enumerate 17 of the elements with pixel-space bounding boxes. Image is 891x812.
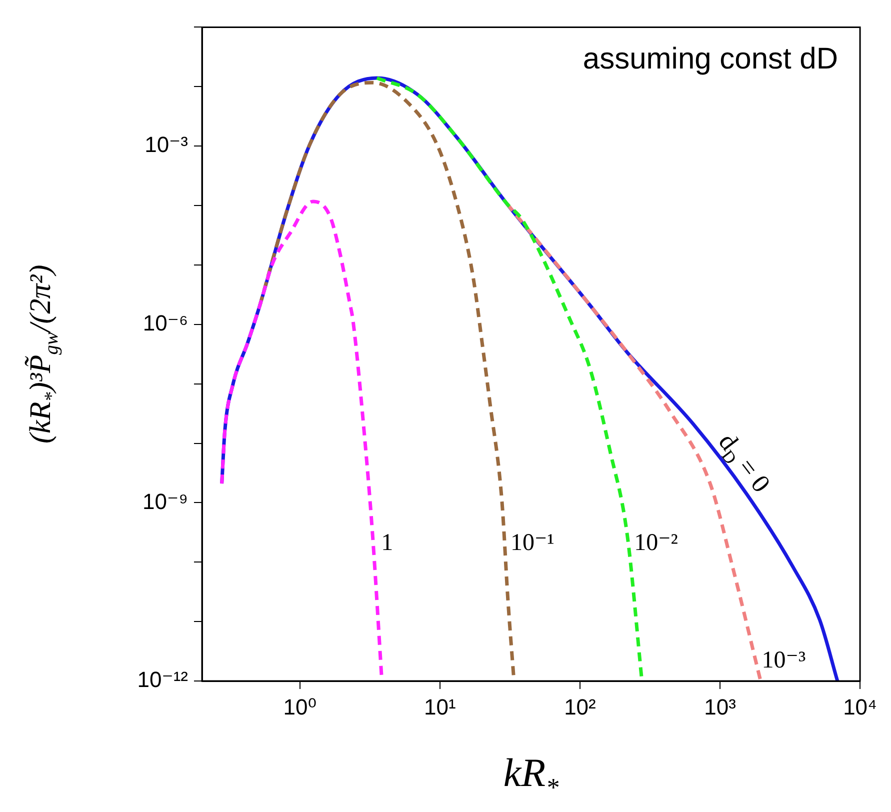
y-tick-label: 10⁻³	[144, 132, 188, 158]
x-tick-label: 10¹	[424, 694, 456, 720]
y-tick-label: 10⁻⁹	[142, 488, 188, 514]
series-label: 1	[381, 530, 394, 556]
y-tick-label: 10⁻¹²	[137, 667, 188, 692]
x-tick-label: 10²	[564, 694, 596, 720]
series-label: 10⁻³	[762, 648, 806, 674]
y-axis-title: (kR*)³P̃gw/(2π²)	[24, 264, 62, 444]
x-tick-label: 10³	[704, 694, 736, 720]
y-tick-label: 10⁻⁶	[142, 310, 188, 336]
x-tick-label: 10⁴	[843, 694, 878, 720]
x-tick-label: 10⁰	[283, 694, 317, 720]
series-label: 10⁻¹	[510, 530, 554, 556]
annotation: assuming const dD	[582, 42, 838, 76]
x-axis-title: kR*	[503, 750, 559, 802]
series-label: 10⁻²	[634, 530, 678, 556]
text: dD = 0	[712, 428, 776, 498]
